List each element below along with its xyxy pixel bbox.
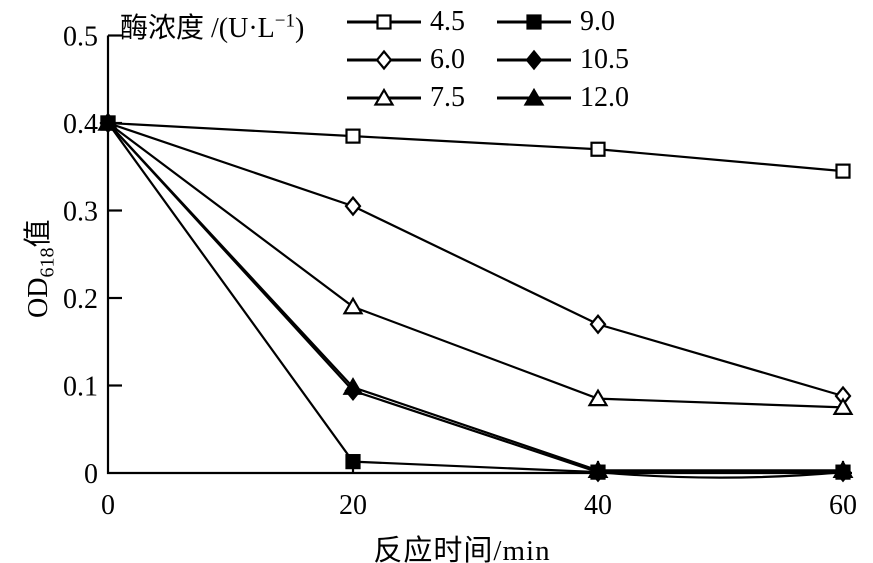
- marker-open-square-4.5: [376, 14, 392, 30]
- x-tick-label: 20: [339, 490, 367, 521]
- x-tick-label: 0: [101, 490, 115, 521]
- marker-solid-square-9.0: [345, 454, 361, 470]
- legend-label: 9.0: [580, 6, 615, 37]
- marker-open-diamond-6.0: [344, 195, 362, 217]
- y-tick-label: 0.4: [63, 109, 98, 140]
- marker-solid-triangle-12.0: [587, 460, 609, 478]
- legend-label: 7.5: [430, 82, 465, 113]
- series-line-10.5: [107, 122, 844, 479]
- marker-solid-square-9.0: [526, 14, 542, 30]
- legend-item-7-5: 7.5: [345, 82, 495, 114]
- marker-solid-triangle-12.0: [97, 112, 119, 131]
- y-tick-label: 0.1: [63, 372, 98, 403]
- legend-sample-open-triangle-icon: [347, 87, 421, 106]
- y-tick-label: 0.2: [63, 284, 98, 315]
- marker-open-square-4.5: [345, 128, 361, 144]
- legend-sample-solid-square-icon: [497, 14, 571, 30]
- marker-solid-triangle-12.0: [523, 87, 545, 106]
- legend-sample-open-square-icon: [347, 14, 421, 30]
- legend-item-9-0: 9.0: [495, 6, 629, 38]
- x-tick-label: 40: [584, 490, 612, 521]
- y-axis-label-subscript: 618: [36, 247, 59, 278]
- legend-item-4-5: 4.5: [345, 6, 495, 38]
- marker-solid-triangle-12.0: [832, 460, 854, 478]
- legend-title-exponent: −1: [274, 10, 295, 32]
- series-line-6.0: [107, 121, 844, 398]
- legend-label: 4.5: [430, 6, 465, 37]
- marker-open-triangle-7.5: [342, 296, 364, 315]
- legend-label: 12.0: [580, 82, 629, 113]
- legend-label: 10.5: [580, 44, 629, 75]
- series-line-4.5: [107, 121, 844, 173]
- legend-title-close: ): [294, 13, 305, 44]
- legend-item-6-0: 6.0: [345, 44, 495, 76]
- legend-label: 6.0: [430, 44, 465, 75]
- legend-title: 酶浓度 /(U·L−1): [120, 6, 304, 46]
- legend-item-10-5: 10.5: [495, 44, 629, 76]
- y-tick-label: 0.5: [63, 22, 98, 53]
- marker-open-diamond-6.0: [375, 49, 393, 71]
- x-tick-label: 60: [829, 490, 857, 521]
- marker-open-triangle-7.5: [587, 388, 609, 407]
- series-line-9.0: [107, 122, 843, 474]
- marker-solid-diamond-10.5: [525, 49, 543, 71]
- y-tick-label: 0: [84, 459, 98, 490]
- legend: 4.5 9.0 6.0 10.5 7.5 12.0: [345, 3, 629, 117]
- legend-sample-solid-diamond-icon: [497, 49, 571, 71]
- y-axis-label-suffix: 值: [23, 219, 54, 248]
- legend-sample-open-diamond-icon: [347, 49, 421, 71]
- legend-sample-solid-triangle-icon: [497, 87, 571, 106]
- x-axis-label: 反应时间/min: [373, 535, 551, 563]
- marker-open-triangle-7.5: [832, 397, 854, 415]
- y-axis-label-prefix: OD: [23, 277, 54, 318]
- y-axis-label: OD618值: [16, 220, 60, 318]
- y-tick-label: 0.3: [63, 197, 98, 228]
- marker-open-square-4.5: [590, 141, 606, 157]
- legend-item-12-0: 12.0: [495, 82, 629, 114]
- series-line-12.0: [107, 122, 843, 472]
- series-line-7.5: [107, 122, 844, 409]
- marker-solid-triangle-12.0: [342, 377, 364, 395]
- marker-open-diamond-6.0: [589, 314, 607, 335]
- legend-title-text: 酶浓度 /(U·L: [120, 13, 275, 44]
- marker-open-square-4.5: [835, 163, 851, 179]
- marker-open-triangle-7.5: [373, 87, 395, 106]
